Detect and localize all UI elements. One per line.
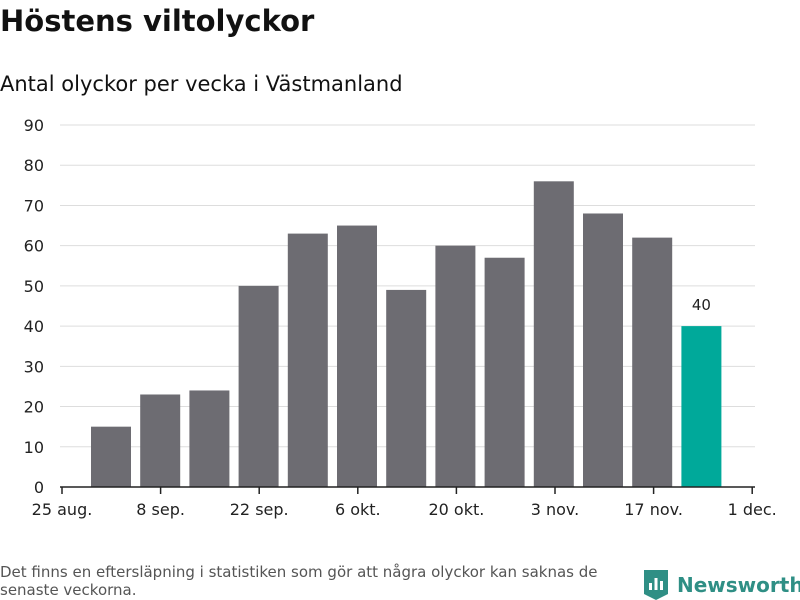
bar [238,285,279,487]
x-tick-label: 8 sep. [136,500,185,519]
y-tick-label: 90 [24,116,44,135]
bar [484,257,525,487]
x-tick-label: 3 nov. [531,500,580,519]
y-tick-label: 20 [24,398,44,417]
bar [287,233,328,487]
y-tick-label: 50 [24,277,44,296]
x-tick-label: 17 nov. [624,500,683,519]
y-tick-label: 0 [34,478,44,497]
y-tick-label: 10 [24,438,44,457]
y-tick-label: 80 [24,156,44,175]
bar [140,394,181,487]
chart-subtitle: Antal olyckor per vecka i Västmanland [0,72,403,96]
x-tick-label: 6 okt. [335,500,381,519]
y-tick-label: 60 [24,237,44,256]
bar [435,245,476,487]
brand: Newsworthy [644,570,800,600]
bar [681,326,722,487]
chart-title: Höstens viltolyckor [0,4,315,38]
brand-name: Newsworthy [677,573,800,597]
y-tick-label: 40 [24,317,44,336]
x-tick-label: 22 sep. [230,500,289,519]
x-tick-label: 1 dec. [728,500,777,519]
bar [91,426,131,487]
bar [337,225,377,488]
bar [583,213,623,487]
x-tick-label: 20 okt. [428,500,484,519]
y-tick-label: 30 [24,357,44,376]
bar [386,289,427,487]
y-tick-label: 70 [24,196,44,215]
bar [189,390,230,487]
footnote: Det finns en eftersläpning i statistiken… [0,563,598,599]
newsworthy-logo-icon [644,570,668,600]
bar [533,181,574,488]
x-tick-label: 25 aug. [32,500,93,519]
bar-chart: 0 10 20 30 40 50 60 70 80 90 40 25 aug. 8 sep. 22 sep… [24,116,777,519]
bar [632,237,673,487]
data-label: 40 [692,296,711,314]
